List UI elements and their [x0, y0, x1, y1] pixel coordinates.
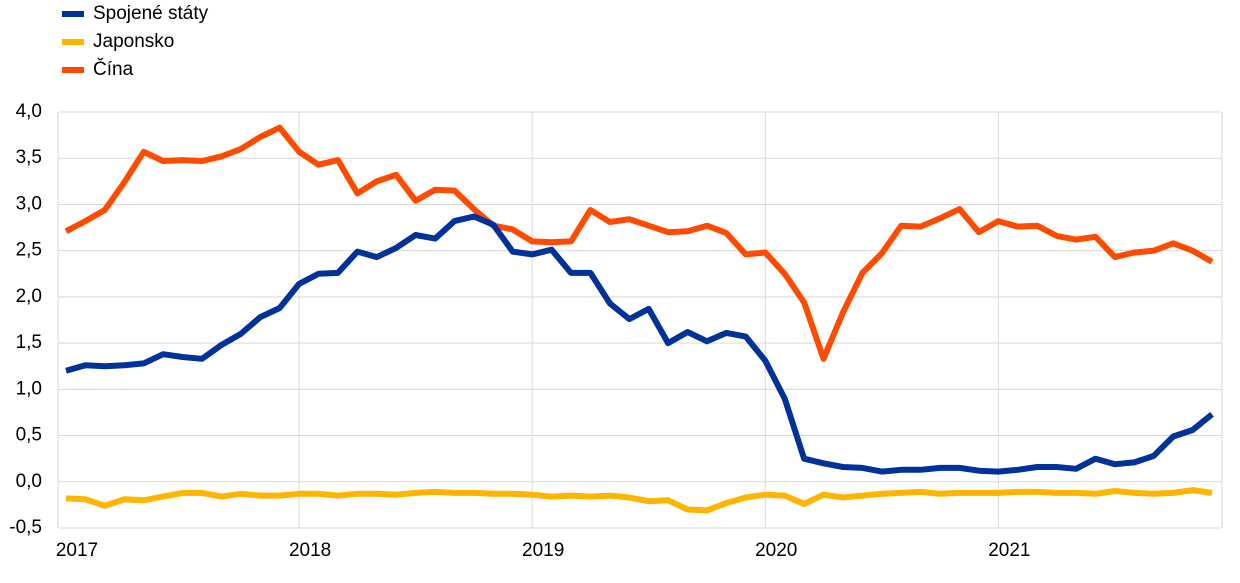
y-tick-label: 0,0 [16, 471, 42, 492]
y-tick-label: 2,5 [16, 240, 42, 261]
legend-label: Spojené státy [93, 3, 209, 24]
y-tick-label: 1,0 [16, 378, 42, 399]
series-line [64, 124, 1214, 362]
x-tick-label: 2017 [56, 540, 98, 561]
legend-label: Japonsko [93, 31, 174, 52]
x-tick-label: 2019 [522, 540, 564, 561]
y-tick-label: 3,0 [16, 193, 42, 214]
series-line [65, 487, 1213, 514]
x-tick-label: 2021 [988, 540, 1030, 561]
y-tick-label: -0,5 [9, 517, 42, 538]
series-line [65, 213, 1214, 475]
legend-label: Čína [93, 58, 134, 80]
x-tick-label: 2018 [289, 540, 331, 561]
y-tick-label: 0,5 [16, 425, 42, 446]
y-tick-label: 1,5 [16, 332, 42, 353]
y-tick-label: 3,5 [16, 147, 42, 168]
y-tick-label: 4,0 [16, 101, 42, 122]
x-tick-label: 2020 [755, 540, 797, 561]
y-tick-label: 2,0 [16, 286, 42, 307]
